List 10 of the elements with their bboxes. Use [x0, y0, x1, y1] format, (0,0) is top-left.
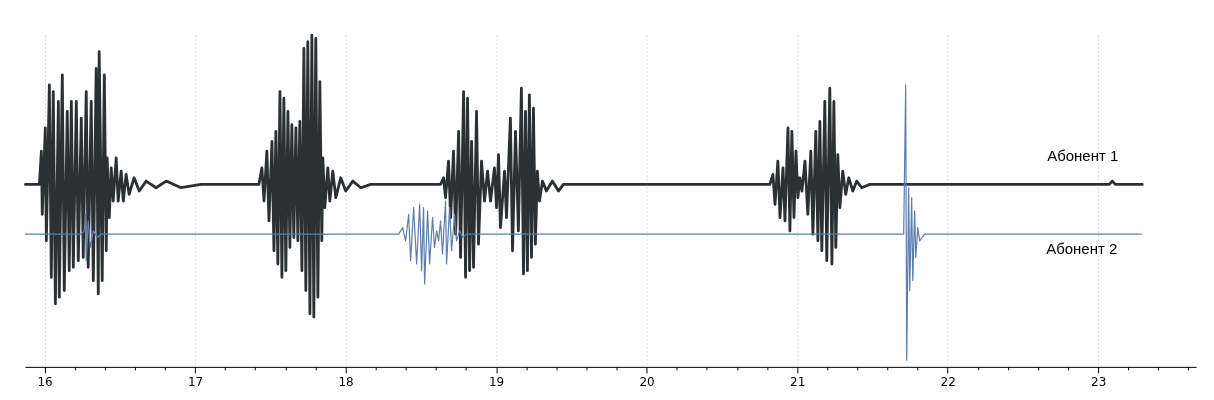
x-tick-label: 23 [1091, 375, 1107, 390]
x-tick-label: 21 [790, 375, 806, 390]
series-label: Абонент 2 [1046, 240, 1118, 258]
x-tick-label: 22 [940, 375, 956, 390]
x-tick-label: 18 [338, 375, 354, 390]
series-label: Абонент 1 [1047, 147, 1119, 165]
x-tick-label: 17 [187, 375, 204, 390]
x-tick-label: 20 [639, 375, 655, 390]
x-tick-label: 19 [488, 375, 505, 390]
x-tick-label: 16 [37, 375, 53, 390]
